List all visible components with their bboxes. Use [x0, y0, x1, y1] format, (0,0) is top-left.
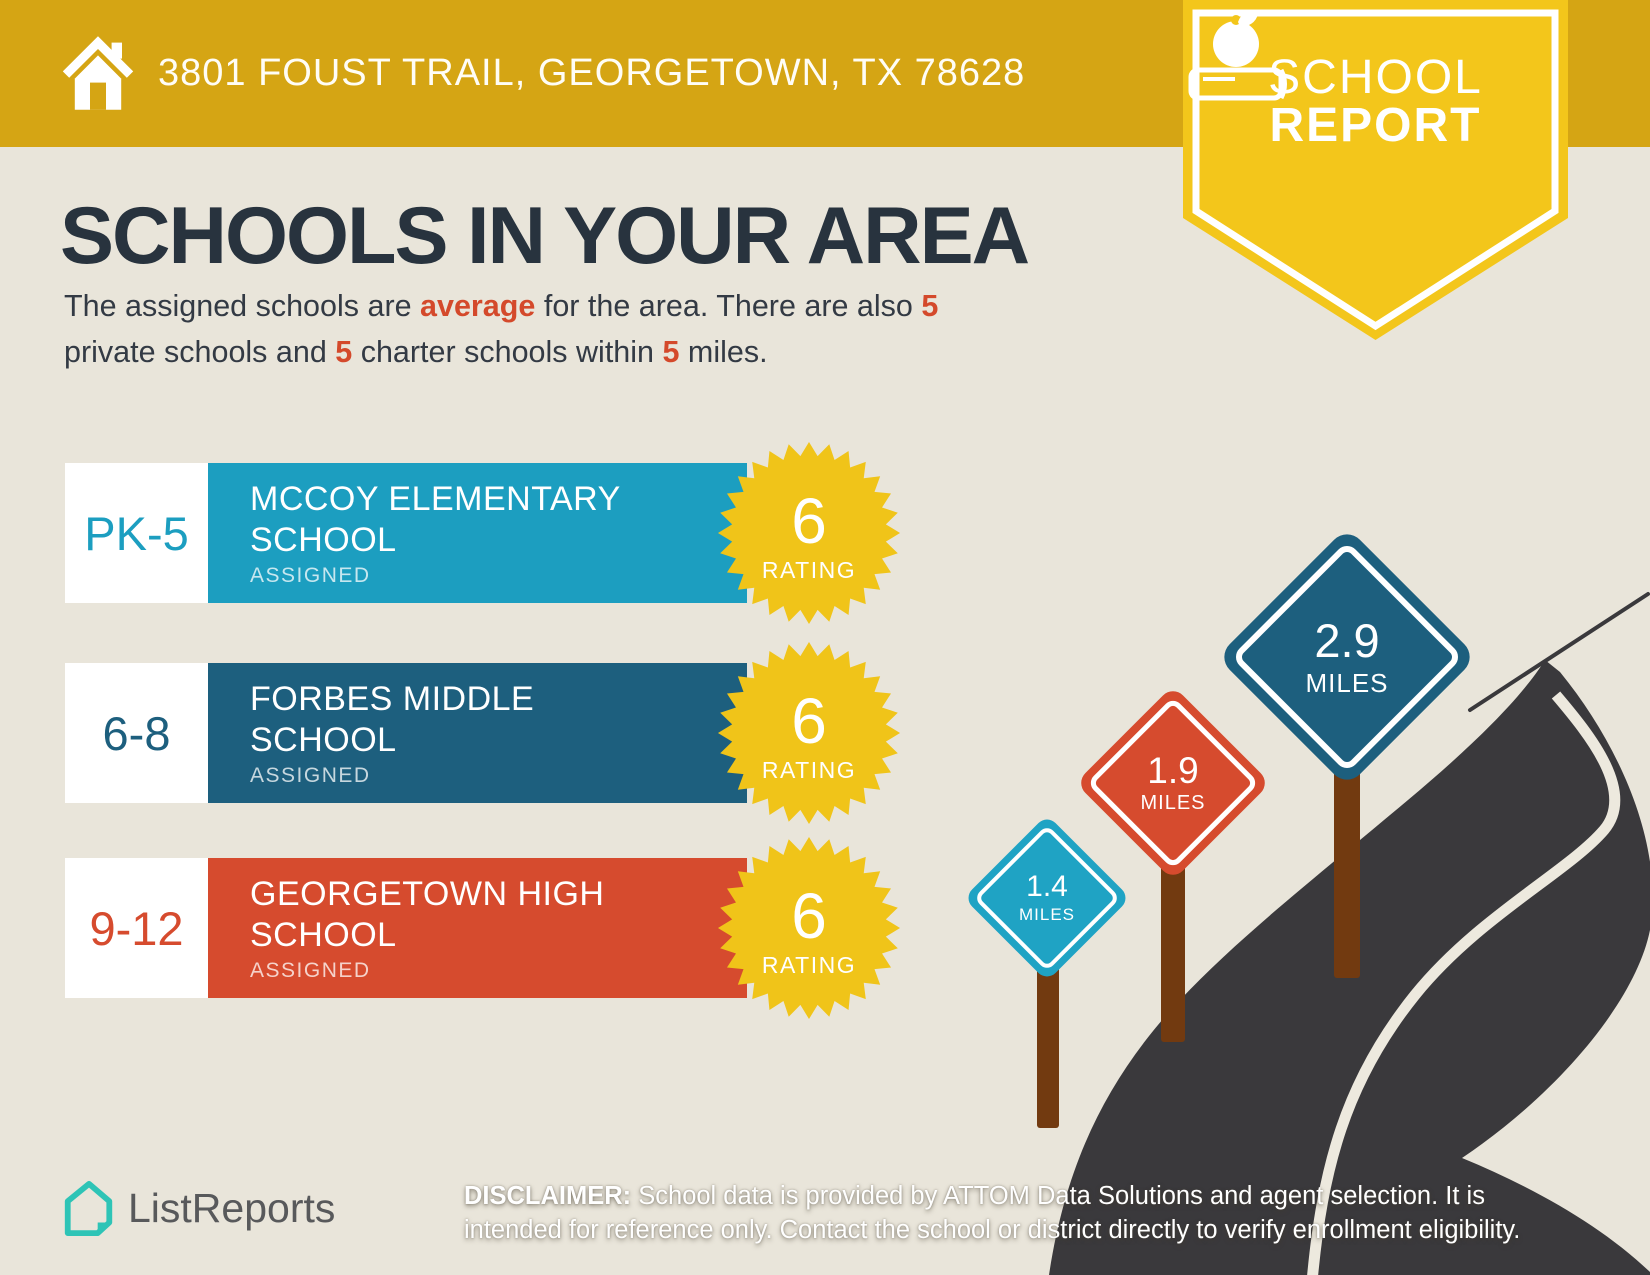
school-name: GEORGETOWN HIGH SCHOOL [250, 875, 605, 954]
page-title: SCHOOLS IN YOUR AREA [60, 191, 1030, 281]
rating-starburst: 6 RATING [716, 440, 902, 626]
rating-value: 6 [791, 684, 827, 757]
school-bar: FORBES MIDDLE SCHOOL ASSIGNED [208, 663, 747, 803]
road-horizon-line [1468, 592, 1650, 712]
sign-post [1161, 858, 1185, 1042]
school-bar: GEORGETOWN HIGH SCHOOL ASSIGNED [208, 858, 747, 998]
rating-label: RATING [761, 951, 857, 978]
summary-text: The assigned schools are average for the… [64, 289, 939, 369]
distance-value: 1.9 [1147, 750, 1199, 791]
assigned-label: ASSIGNED [250, 764, 371, 787]
grade-range: PK-5 [65, 463, 208, 603]
rating-starburst: 6 RATING [716, 640, 902, 826]
listreports-logo: ListReports [62, 1180, 336, 1237]
school-bar: MCCOY ELEMENTARY SCHOOL ASSIGNED [208, 463, 747, 603]
distance-unit: MILES [1018, 905, 1076, 924]
grade-range: 9-12 [65, 858, 208, 998]
assigned-label: ASSIGNED [250, 564, 371, 587]
school-row-middle: 6-8 FORBES MIDDLE SCHOOL ASSIGNED 6 RATI… [65, 641, 975, 825]
rating-value: 6 [791, 879, 827, 952]
brand-name: ListReports [128, 1184, 336, 1231]
distance-unit: MILES [1140, 792, 1206, 814]
distance-unit: MILES [1305, 667, 1389, 698]
grade-range: 6-8 [65, 663, 208, 803]
disclaimer-label: DISCLAIMER: [464, 1182, 632, 1210]
school-name: FORBES MIDDLE SCHOOL [250, 680, 535, 759]
rating-label: RATING [761, 756, 857, 783]
badge-title-line2: REPORT [1269, 99, 1482, 152]
listreports-house-icon [64, 1180, 113, 1237]
distance-value: 1.4 [1026, 870, 1068, 903]
property-address: 3801 FOUST TRAIL, GEORGETOWN, TX 78628 [158, 52, 1026, 94]
sign-post [1037, 966, 1059, 1128]
rating-starburst: 6 RATING [716, 835, 902, 1021]
school-row-elementary: PK-5 MCCOY ELEMENTARY SCHOOL ASSIGNED 6 … [65, 441, 975, 625]
disclaimer-text: DISCLAIMER: School data is provided by A… [464, 1182, 1521, 1244]
rating-label: RATING [761, 556, 857, 583]
apple-on-book-icon [1188, 9, 1287, 101]
school-report-badge: SCHOOL REPORT [1183, 0, 1568, 340]
distance-value: 2.9 [1314, 613, 1380, 667]
rating-value: 6 [791, 484, 827, 557]
school-row-high: 9-12 GEORGETOWN HIGH SCHOOL ASSIGNED 6 R… [65, 836, 975, 1020]
school-name: MCCOY ELEMENTARY SCHOOL [250, 480, 621, 559]
distance-sign-farthest: 2.9 MILES [1216, 526, 1478, 788]
assigned-label: ASSIGNED [250, 959, 371, 982]
distance-sign-middle: 1.9 MILES [1075, 685, 1271, 881]
badge-title-line1: SCHOOL [1268, 51, 1483, 104]
home-icon [62, 36, 134, 110]
